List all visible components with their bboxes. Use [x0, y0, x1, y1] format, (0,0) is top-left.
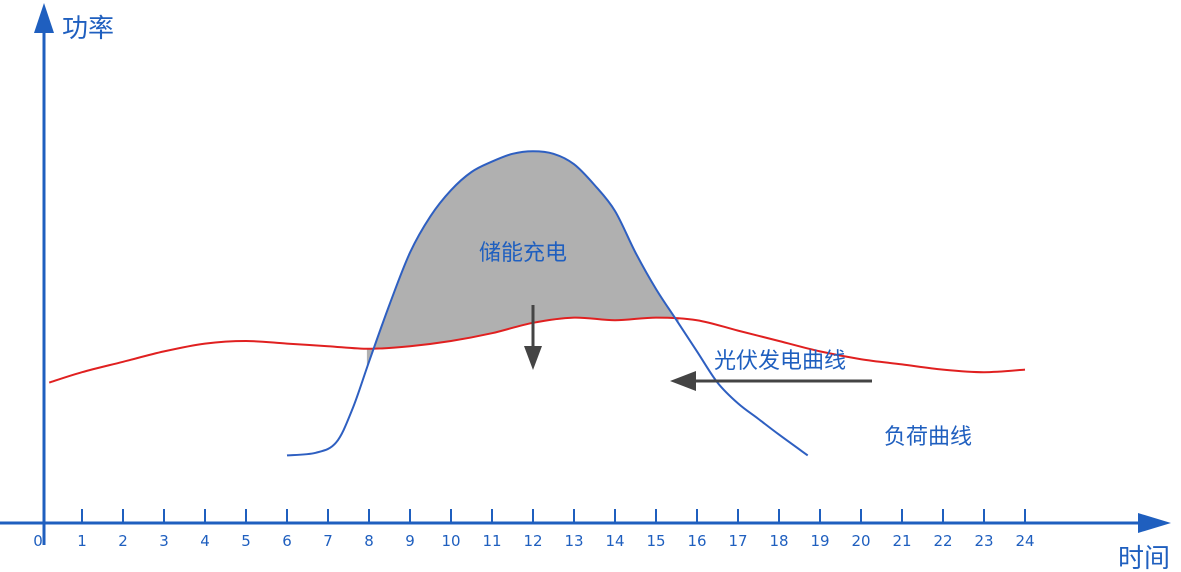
- x-tick-label: 5: [241, 532, 251, 550]
- x-tick-label: 23: [974, 532, 993, 550]
- x-tick-label: 15: [646, 532, 665, 550]
- pv-arrow-head: [670, 371, 696, 391]
- x-tick-label: 8: [364, 532, 374, 550]
- shaded-region-layer: [366, 151, 679, 368]
- storage-arrow-head: [524, 346, 542, 370]
- y-axis-arrowhead: [34, 3, 54, 33]
- x-tick-label: 11: [482, 532, 501, 550]
- y-axis-title: 功率: [62, 14, 114, 44]
- x-tick-label: 7: [323, 532, 333, 550]
- storage-charging-area: [366, 151, 679, 368]
- x-tick-label: 20: [851, 532, 870, 550]
- x-axis-title: 时间: [1118, 544, 1170, 572]
- x-tick-label: 0: [33, 532, 43, 550]
- x-tick-label: 3: [159, 532, 169, 550]
- x-axis-arrowhead: [1138, 513, 1171, 533]
- x-tick-label: 17: [728, 532, 747, 550]
- annotation-load-curve: 负荷曲线: [884, 425, 972, 450]
- x-tick-label: 9: [405, 532, 415, 550]
- x-ticks: 0 1 2 3 4 5 6 7 8 9 10 11 12 13 14 15 16 17 18 19 20 21 22 23 24: [33, 509, 1035, 550]
- x-tick-label: 1: [77, 532, 87, 550]
- x-tick-label: 12: [523, 532, 542, 550]
- x-tick-label: 22: [933, 532, 952, 550]
- x-tick-label: 6: [282, 532, 292, 550]
- x-tick-label: 13: [564, 532, 583, 550]
- x-tick-label: 2: [118, 532, 128, 550]
- x-tick-label: 19: [810, 532, 829, 550]
- x-tick-label: 14: [605, 532, 624, 550]
- x-tick-label: 24: [1015, 532, 1034, 550]
- annotation-pv-curve: 光伏发电曲线: [714, 349, 846, 374]
- annotation-storage-charging: 储能充电: [479, 241, 567, 266]
- x-tick-label: 10: [441, 532, 460, 550]
- x-tick-label: 18: [769, 532, 788, 550]
- x-tick-label: 4: [200, 532, 210, 550]
- x-tick-label: 21: [892, 532, 911, 550]
- x-tick-label: 16: [687, 532, 706, 550]
